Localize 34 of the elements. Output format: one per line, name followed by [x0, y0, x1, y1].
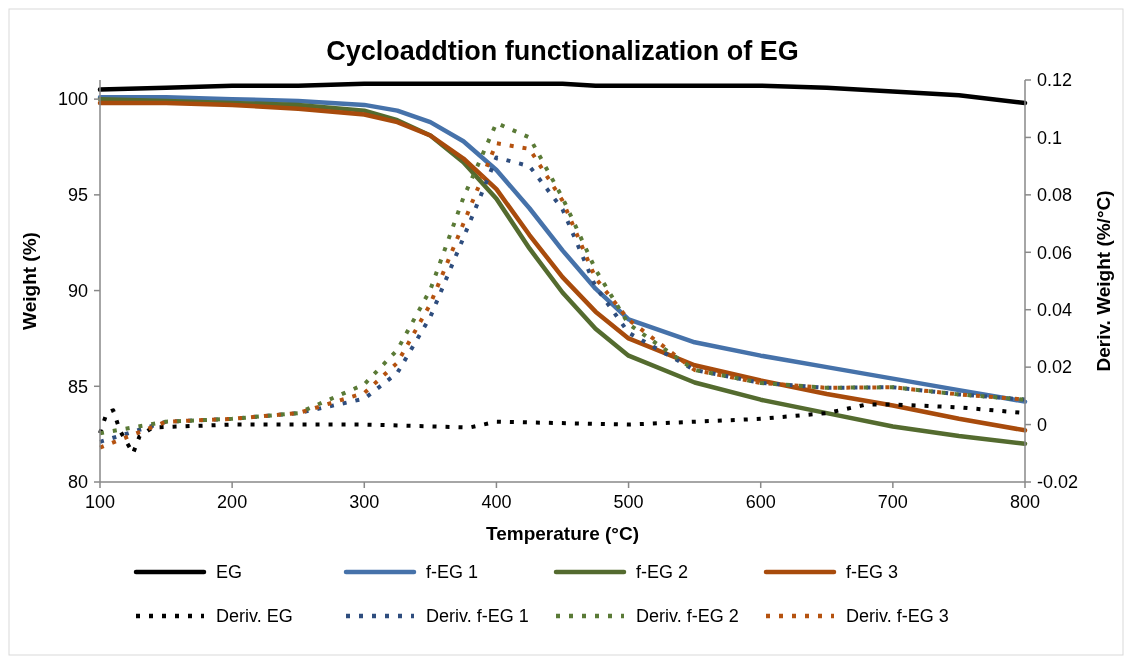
line-series [97, 81, 1028, 106]
x-axis-title: Temperature (°C) [486, 523, 639, 544]
x-tick-label: 700 [877, 492, 908, 512]
y2-tick-label: 0.1 [1037, 127, 1063, 148]
x-tick-label: 500 [613, 492, 644, 512]
y-tick-label: 90 [67, 280, 88, 301]
y-tick-label: 80 [67, 472, 88, 493]
chart-title: Cycloaddtion functionalization of EG [326, 36, 799, 66]
x-tick-label: 400 [481, 492, 512, 512]
y2-tick-label: 0.12 [1037, 70, 1073, 91]
legend-label: EG [216, 562, 243, 583]
x-tick-label: 800 [1009, 492, 1041, 512]
y2-tick-label: 0.06 [1037, 242, 1073, 263]
y2-tick-label: 0 [1037, 414, 1048, 435]
y2-tick-label: -0.02 [1037, 472, 1079, 493]
y2-axis-title: Deriv. Weight (%/°C) [1093, 190, 1114, 372]
y2-tick-label: 0.04 [1037, 300, 1073, 321]
y-tick-label: 95 [67, 185, 88, 206]
x-tick-label: 600 [745, 492, 776, 512]
x-tick-label: 100 [84, 492, 116, 512]
x-tick-label: 300 [349, 492, 380, 512]
y-tick-label: 100 [57, 89, 88, 110]
y2-tick-label: 0.02 [1037, 357, 1073, 378]
legend-label: f-EG 2 [636, 562, 689, 583]
legend-label: f-EG 1 [426, 562, 479, 583]
legend-label: f-EG 3 [846, 562, 899, 583]
legend-label: Deriv. f-EG 1 [426, 606, 529, 627]
x-tick-label: 200 [217, 492, 248, 512]
legend-label: Deriv. f-EG 3 [846, 606, 949, 627]
y-tick-label: 85 [67, 376, 88, 397]
y2-tick-label: 0.08 [1037, 185, 1073, 206]
legend-label: Deriv. f-EG 2 [636, 606, 739, 627]
y-axis-title: Weight (%) [19, 232, 40, 330]
legend-label: Deriv. EG [216, 606, 293, 627]
